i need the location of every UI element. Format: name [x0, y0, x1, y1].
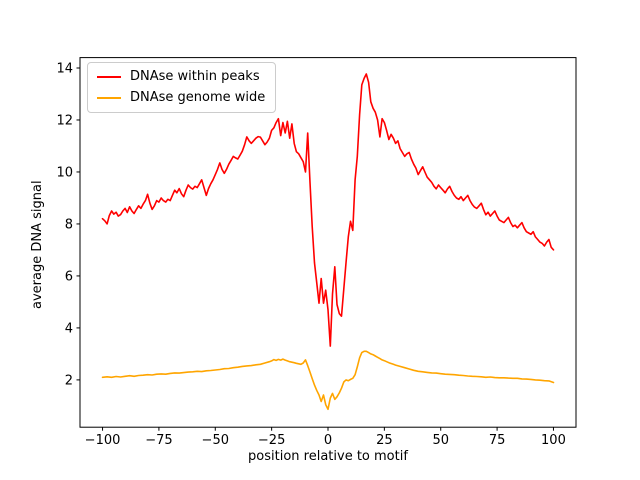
x-tick-label: 25 — [376, 433, 393, 448]
y-tick-label: 6 — [65, 269, 73, 284]
legend-item-dnase-within-peaks: DNAse within peaks — [97, 69, 265, 85]
y-tick-label: 14 — [56, 61, 73, 76]
x-tick-label: 0 — [324, 433, 332, 448]
legend-label: DNAse genome wide — [130, 90, 266, 105]
x-tick-label: −75 — [145, 433, 172, 448]
legend: DNAse within peaks DNAse genome wide — [87, 62, 277, 113]
y-tick-label: 2 — [65, 373, 73, 388]
y-tick-label: 8 — [65, 217, 73, 232]
x-axis-title: position relative to motif — [248, 449, 408, 464]
x-tick-label: −100 — [85, 433, 121, 448]
legend-line-red — [97, 76, 121, 78]
x-tick-label: 75 — [489, 433, 506, 448]
legend-line-orange — [97, 97, 121, 99]
x-tick-label: 50 — [432, 433, 449, 448]
y-tick-label: 10 — [56, 165, 73, 180]
y-tick-label: 4 — [65, 321, 73, 336]
x-tick-label: −25 — [258, 433, 285, 448]
x-tick-label: 100 — [541, 433, 566, 448]
legend-label: DNAse within peaks — [130, 69, 260, 84]
y-tick-label: 12 — [56, 113, 73, 128]
axes-spines — [79, 57, 577, 428]
series-line-0 — [101, 73, 555, 347]
series-line-1 — [101, 350, 555, 411]
x-tick-label: −50 — [202, 433, 229, 448]
legend-item-dnase-genome-wide: DNAse genome wide — [97, 90, 265, 106]
y-axis-title: average DNA signal — [30, 180, 45, 309]
